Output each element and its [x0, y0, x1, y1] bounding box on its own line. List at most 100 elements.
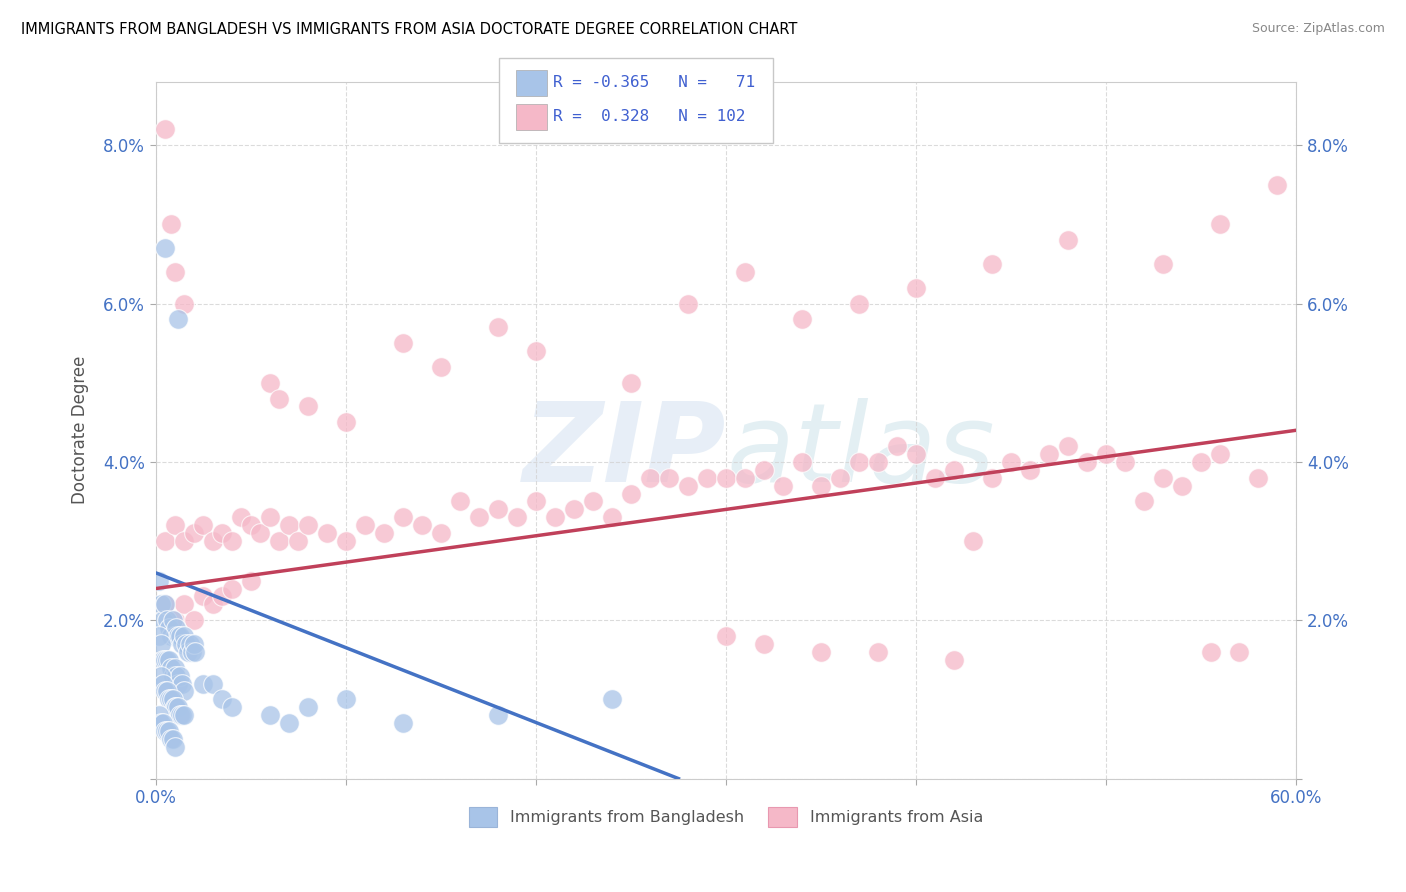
Point: [153, 241, 176, 255]
Point: [201, 534, 224, 549]
Point: [1114, 455, 1136, 469]
Point: [166, 668, 188, 682]
Point: [1000, 455, 1022, 469]
Point: [152, 716, 174, 731]
Point: [1227, 645, 1250, 659]
Point: [924, 471, 946, 485]
Point: [163, 661, 186, 675]
Point: [221, 700, 243, 714]
Point: [848, 296, 870, 310]
Y-axis label: Doctorate Degree: Doctorate Degree: [72, 356, 89, 504]
Point: [152, 613, 174, 627]
Point: [166, 700, 188, 714]
Point: [1057, 439, 1080, 453]
Point: [620, 376, 643, 390]
Point: [239, 574, 262, 588]
Point: [167, 312, 190, 326]
Point: [335, 692, 357, 706]
Point: [269, 534, 291, 549]
Point: [714, 629, 737, 643]
Point: [848, 455, 870, 469]
Point: [943, 653, 966, 667]
Point: [162, 692, 184, 706]
Point: [163, 739, 186, 754]
Point: [180, 645, 202, 659]
Point: [259, 376, 281, 390]
Point: [411, 518, 433, 533]
Point: [620, 486, 643, 500]
Point: [156, 653, 179, 667]
Point: [173, 598, 195, 612]
Point: [297, 700, 319, 714]
Point: [1152, 471, 1174, 485]
Point: [524, 344, 547, 359]
Point: [734, 471, 756, 485]
Point: [600, 692, 623, 706]
Point: [943, 463, 966, 477]
Point: [229, 510, 252, 524]
Point: [297, 400, 319, 414]
Point: [962, 534, 984, 549]
Point: [449, 494, 471, 508]
Point: [201, 598, 224, 612]
Text: atlas: atlas: [725, 398, 994, 505]
Point: [582, 494, 605, 508]
Point: [148, 574, 170, 588]
Point: [1209, 447, 1232, 461]
Point: [173, 629, 195, 643]
Point: [429, 359, 451, 374]
Point: [1209, 218, 1232, 232]
Point: [506, 510, 529, 524]
Point: [156, 613, 179, 627]
Point: [335, 534, 357, 549]
Point: [201, 676, 224, 690]
Point: [153, 684, 176, 698]
Point: [391, 510, 413, 524]
Point: [905, 281, 928, 295]
Point: [157, 692, 180, 706]
Point: [172, 676, 194, 690]
Point: [1076, 455, 1098, 469]
Point: [868, 645, 890, 659]
Point: [163, 700, 186, 714]
Point: [153, 724, 176, 739]
Text: ZIP: ZIP: [523, 398, 725, 505]
Point: [157, 724, 180, 739]
Point: [221, 534, 243, 549]
Point: [277, 716, 299, 731]
Point: [174, 637, 197, 651]
Point: [810, 645, 832, 659]
Point: [191, 590, 214, 604]
Point: [1133, 494, 1156, 508]
Point: [153, 122, 176, 136]
Point: [524, 494, 547, 508]
Point: [163, 518, 186, 533]
Point: [696, 471, 718, 485]
Point: [211, 526, 233, 541]
Point: [159, 629, 181, 643]
Legend: Immigrants from Bangladesh, Immigrants from Asia: Immigrants from Bangladesh, Immigrants f…: [463, 801, 990, 833]
Point: [221, 582, 243, 596]
Point: [172, 708, 194, 723]
Point: [1057, 233, 1080, 247]
Point: [544, 510, 567, 524]
Point: [905, 447, 928, 461]
Point: [159, 692, 181, 706]
Point: [211, 590, 233, 604]
Point: [157, 621, 180, 635]
Point: [391, 336, 413, 351]
Point: [173, 296, 195, 310]
Point: [790, 312, 813, 326]
Point: [183, 613, 205, 627]
Point: [1171, 478, 1194, 492]
Point: [191, 518, 214, 533]
Point: [981, 471, 1004, 485]
Point: [486, 320, 509, 334]
Point: [1189, 455, 1212, 469]
Point: [166, 621, 188, 635]
Point: [486, 708, 509, 723]
Point: [159, 731, 181, 746]
Point: [152, 653, 174, 667]
Point: [886, 439, 908, 453]
Point: [162, 613, 184, 627]
